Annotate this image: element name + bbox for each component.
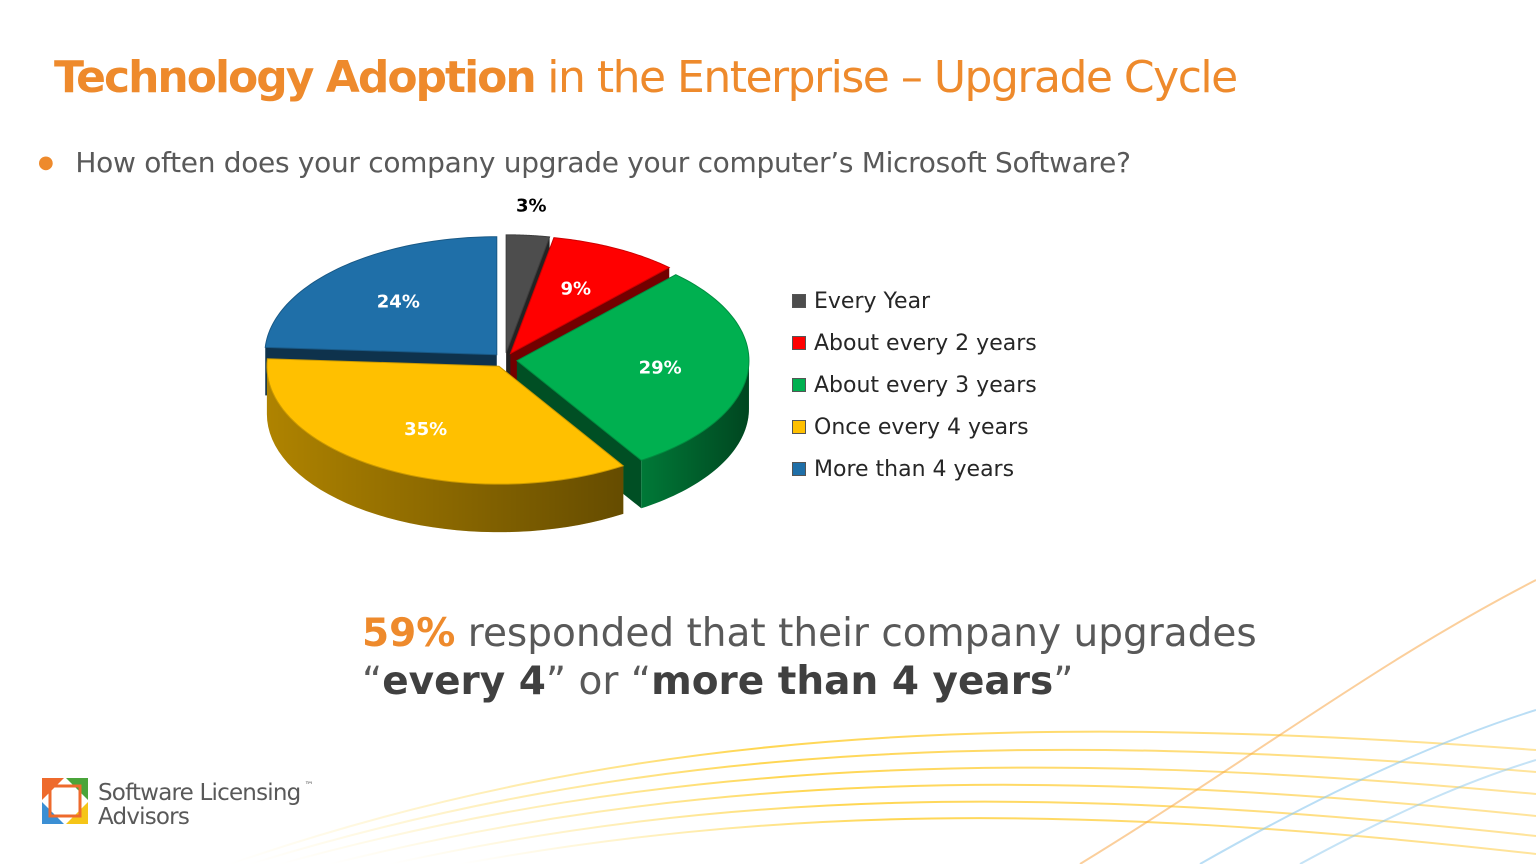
legend-item: Once every 4 years — [792, 406, 1037, 448]
statement-text: responded that their company upgrades — [467, 611, 1257, 656]
logo-text: Software Licensing ™ Advisors — [98, 774, 313, 829]
legend-item: About every 3 years — [792, 364, 1037, 406]
title-rest: in the Enterprise – Upgrade Cycle — [547, 52, 1238, 103]
legend-label: Once every 4 years — [814, 414, 1029, 440]
logo-line-1: Software Licensing — [98, 780, 301, 806]
highlight-percent: 59% — [362, 611, 456, 656]
pie-data-label: 3% — [516, 196, 547, 217]
legend-item: More than 4 years — [792, 448, 1037, 490]
pie-data-label: 35% — [404, 419, 447, 440]
legend-label: About every 3 years — [814, 372, 1037, 398]
summary-statement: 59% responded that their company upgrade… — [362, 610, 1322, 706]
legend-swatch — [792, 462, 806, 476]
pie-slice — [509, 237, 671, 355]
question-text: How often does your company upgrade your… — [75, 146, 1131, 179]
legend-item: Every Year — [792, 280, 1037, 322]
slide-title: Technology Adoption in the Enterprise – … — [54, 52, 1238, 103]
emphasis-more-than-4: more than 4 years — [651, 659, 1054, 704]
legend-label: More than 4 years — [814, 456, 1015, 482]
pie-slice — [505, 234, 551, 354]
legend-swatch — [792, 378, 806, 392]
survey-question: ● How often does your company upgrade you… — [38, 146, 1131, 179]
statement-line-1: 59% responded that their company upgrade… — [362, 610, 1322, 658]
pie-data-label: 24% — [377, 291, 420, 312]
legend-label: Every Year — [814, 288, 931, 314]
pie-slice — [264, 236, 498, 356]
statement-line-2: “every 4” or “more than 4 years” — [362, 658, 1322, 706]
trademark-mark: ™ — [304, 781, 313, 791]
logo-mark-icon — [42, 778, 88, 824]
close-quote: ” — [545, 659, 567, 704]
legend-swatch — [792, 420, 806, 434]
emphasis-every-4: every 4 — [382, 659, 546, 704]
legend-swatch — [792, 294, 806, 308]
logo-line-2: Advisors — [98, 804, 190, 830]
bullet-icon: ● — [38, 152, 54, 173]
open-quote: “ — [630, 659, 652, 704]
legend-label: About every 2 years — [814, 330, 1037, 356]
chart-legend: Every Year About every 2 years About eve… — [792, 280, 1037, 490]
pie-slice — [516, 274, 750, 461]
close-quote: ” — [1053, 659, 1074, 704]
company-logo: Software Licensing ™ Advisors — [40, 774, 313, 829]
pie-data-label: 29% — [639, 358, 682, 379]
pie-slice — [266, 358, 625, 485]
open-quote: “ — [362, 659, 383, 704]
legend-swatch — [792, 336, 806, 350]
decorative-swoosh — [229, 579, 1536, 864]
or-text: or — [578, 659, 619, 704]
pie-data-label: 9% — [560, 278, 591, 299]
legend-item: About every 2 years — [792, 322, 1037, 364]
title-bold: Technology Adoption — [54, 52, 537, 103]
